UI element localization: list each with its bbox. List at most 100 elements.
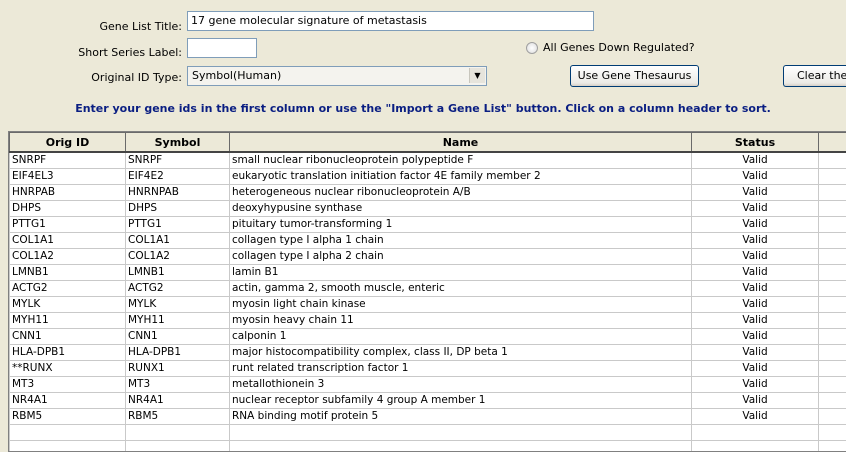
orig-id-cell[interactable]: HLA-DPB1 <box>9 344 126 361</box>
table-row[interactable]: LMNB1 LMNB1 lamin B1 Valid <box>9 264 846 281</box>
name-cell[interactable] <box>229 440 692 451</box>
symbol-cell[interactable] <box>125 440 230 451</box>
extra-cell[interactable] <box>818 216 846 233</box>
extra-cell[interactable] <box>818 408 846 425</box>
name-cell[interactable]: RNA binding motif protein 5 <box>229 408 692 425</box>
name-cell[interactable]: collagen type I alpha 1 chain <box>229 232 692 249</box>
extra-cell[interactable] <box>818 232 846 249</box>
symbol-cell[interactable]: DHPS <box>125 200 230 217</box>
extra-cell[interactable] <box>818 328 846 345</box>
table-row[interactable]: MYLK MYLK myosin light chain kinase Valid <box>9 296 846 313</box>
name-cell[interactable]: heterogeneous nuclear ribonucleoprotein … <box>229 184 692 201</box>
orig-id-cell[interactable]: COL1A1 <box>9 232 126 249</box>
short-series-input[interactable] <box>187 38 257 58</box>
extra-cell[interactable] <box>818 264 846 281</box>
table-row[interactable]: NR4A1 NR4A1 nuclear receptor subfamily 4 g… <box>9 392 846 409</box>
status-cell[interactable]: Valid <box>691 280 819 297</box>
extra-cell[interactable] <box>818 344 846 361</box>
symbol-cell[interactable] <box>125 424 230 441</box>
symbol-cell[interactable]: COL1A1 <box>125 232 230 249</box>
name-cell[interactable]: deoxyhypusine synthase <box>229 200 692 217</box>
table-row[interactable] <box>9 440 846 451</box>
symbol-cell[interactable]: MYH11 <box>125 312 230 329</box>
status-cell[interactable]: Valid <box>691 296 819 313</box>
status-cell[interactable]: Valid <box>691 312 819 329</box>
orig-id-cell[interactable]: PTTG1 <box>9 216 126 233</box>
symbol-cell[interactable]: HNRNPAB <box>125 184 230 201</box>
symbol-cell[interactable]: SNRPF <box>125 151 230 169</box>
column-header-extra[interactable] <box>818 132 846 153</box>
status-cell[interactable]: Valid <box>691 392 819 409</box>
status-cell[interactable]: Valid <box>691 232 819 249</box>
column-header-symbol[interactable]: Symbol <box>125 132 230 153</box>
name-cell[interactable]: lamin B1 <box>229 264 692 281</box>
extra-cell[interactable] <box>818 151 846 169</box>
extra-cell[interactable] <box>818 312 846 329</box>
status-cell[interactable]: Valid <box>691 264 819 281</box>
symbol-cell[interactable]: LMNB1 <box>125 264 230 281</box>
orig-id-cell[interactable]: **RUNX <box>9 360 126 377</box>
orig-id-cell[interactable]: NR4A1 <box>9 392 126 409</box>
status-cell[interactable]: Valid <box>691 216 819 233</box>
orig-id-cell[interactable] <box>9 440 126 451</box>
table-row[interactable]: SNRPF SNRPF small nuclear ribonucleoprotei… <box>9 151 846 169</box>
symbol-cell[interactable]: PTTG1 <box>125 216 230 233</box>
table-row[interactable]: ACTG2 ACTG2 actin, gamma 2, smooth muscle,… <box>9 280 846 297</box>
clear-button[interactable]: Clear the G <box>783 65 846 87</box>
column-header-status[interactable]: Status <box>691 132 819 153</box>
orig-id-cell[interactable]: EIF4EL3 <box>9 168 126 185</box>
symbol-cell[interactable]: HLA-DPB1 <box>125 344 230 361</box>
symbol-cell[interactable]: RBM5 <box>125 408 230 425</box>
extra-cell[interactable] <box>818 424 846 441</box>
symbol-cell[interactable]: COL1A2 <box>125 248 230 265</box>
orig-id-cell[interactable] <box>9 424 126 441</box>
name-cell[interactable]: eukaryotic translation initiation factor… <box>229 168 692 185</box>
orig-id-cell[interactable]: MYLK <box>9 296 126 313</box>
orig-id-cell[interactable]: SNRPF <box>9 151 126 169</box>
status-cell[interactable]: Valid <box>691 408 819 425</box>
status-cell[interactable]: Valid <box>691 328 819 345</box>
table-row[interactable]: EIF4EL3 EIF4E2 eukaryotic translation init… <box>9 168 846 185</box>
orig-id-cell[interactable]: RBM5 <box>9 408 126 425</box>
table-row[interactable]: MYH11 MYH11 myosin heavy chain 11 Valid <box>9 312 846 329</box>
status-cell[interactable]: Valid <box>691 376 819 393</box>
symbol-cell[interactable]: EIF4E2 <box>125 168 230 185</box>
extra-cell[interactable] <box>818 248 846 265</box>
status-cell[interactable]: Valid <box>691 151 819 169</box>
gene-list-title-input[interactable]: 17 gene molecular signature of metastasi… <box>187 11 594 31</box>
name-cell[interactable] <box>229 424 692 441</box>
status-cell[interactable]: Valid <box>691 168 819 185</box>
name-cell[interactable]: calponin 1 <box>229 328 692 345</box>
orig-id-cell[interactable]: MT3 <box>9 376 126 393</box>
table-row[interactable]: PTTG1 PTTG1 pituitary tumor-transforming 1… <box>9 216 846 233</box>
extra-cell[interactable] <box>818 296 846 313</box>
name-cell[interactable]: myosin light chain kinase <box>229 296 692 313</box>
status-cell[interactable]: Valid <box>691 248 819 265</box>
chevron-down-icon[interactable]: ▼ <box>469 68 485 83</box>
table-row[interactable]: COL1A1 COL1A1 collagen type I alpha 1 chai… <box>9 232 846 249</box>
status-cell[interactable] <box>691 440 819 451</box>
column-header-name[interactable]: Name <box>229 132 692 153</box>
symbol-cell[interactable]: ACTG2 <box>125 280 230 297</box>
orig-id-cell[interactable]: CNN1 <box>9 328 126 345</box>
name-cell[interactable]: small nuclear ribonucleoprotein polypept… <box>229 151 692 169</box>
orig-id-cell[interactable]: ACTG2 <box>9 280 126 297</box>
name-cell[interactable]: nuclear receptor subfamily 4 group A mem… <box>229 392 692 409</box>
symbol-cell[interactable]: CNN1 <box>125 328 230 345</box>
extra-cell[interactable] <box>818 392 846 409</box>
orig-id-cell[interactable]: COL1A2 <box>9 248 126 265</box>
extra-cell[interactable] <box>818 168 846 185</box>
extra-cell[interactable] <box>818 440 846 451</box>
table-row[interactable]: COL1A2 COL1A2 collagen type I alpha 2 chai… <box>9 248 846 265</box>
table-row[interactable]: MT3 MT3 metallothionein 3 Valid <box>9 376 846 393</box>
extra-cell[interactable] <box>818 280 846 297</box>
name-cell[interactable]: runt related transcription factor 1 <box>229 360 692 377</box>
status-cell[interactable]: Valid <box>691 200 819 217</box>
orig-id-cell[interactable]: DHPS <box>9 200 126 217</box>
status-cell[interactable]: Valid <box>691 184 819 201</box>
orig-id-cell[interactable]: MYH11 <box>9 312 126 329</box>
extra-cell[interactable] <box>818 360 846 377</box>
symbol-cell[interactable]: RUNX1 <box>125 360 230 377</box>
status-cell[interactable]: Valid <box>691 360 819 377</box>
symbol-cell[interactable]: NR4A1 <box>125 392 230 409</box>
